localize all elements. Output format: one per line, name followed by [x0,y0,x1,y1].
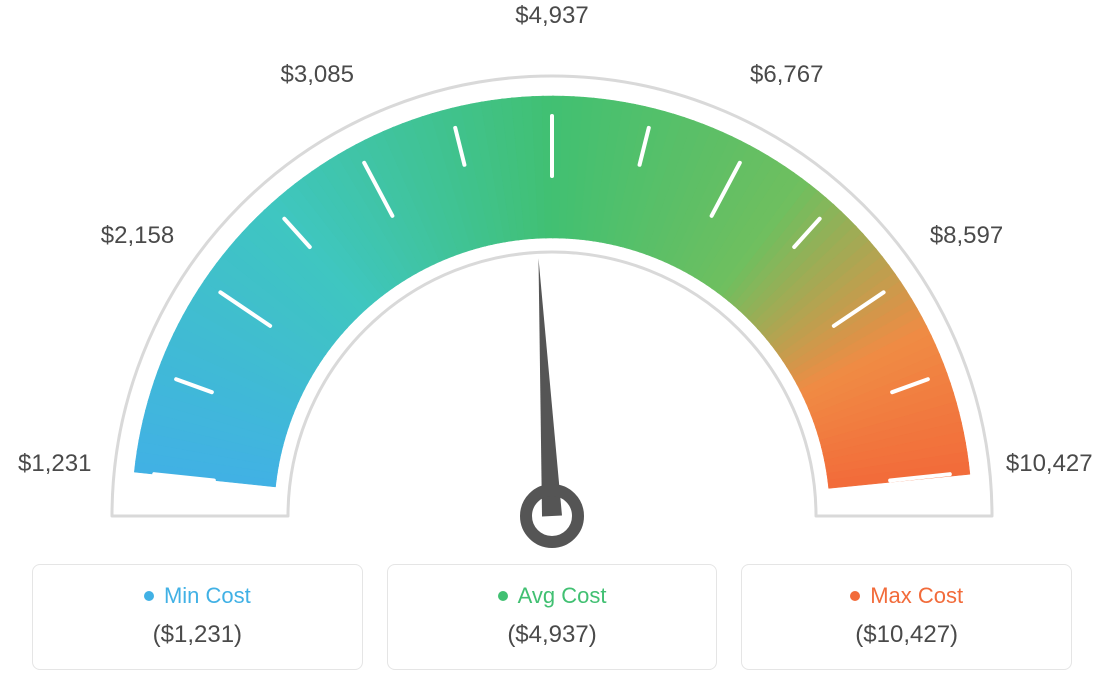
max-cost-title-row: Max Cost [850,583,963,609]
min-cost-title: Min Cost [164,583,251,609]
avg-cost-title: Avg Cost [518,583,607,609]
max-cost-dot [850,591,860,601]
max-cost-card: Max Cost ($10,427) [741,564,1072,670]
gauge-tick-label: $3,085 [281,61,354,89]
avg-cost-dot [498,591,508,601]
avg-cost-card: Avg Cost ($4,937) [387,564,718,670]
gauge-tick-label: $1,231 [18,450,91,478]
gauge-tick-label: $4,937 [515,2,588,30]
min-cost-title-row: Min Cost [144,583,251,609]
gauge-chart: $1,231 $2,158 $3,085 $4,937 $6,767 $8,597 $10,… [0,0,1104,555]
min-cost-value: ($1,231) [43,621,352,649]
gauge-svg [0,0,1104,555]
max-cost-value: ($10,427) [752,621,1061,649]
min-cost-dot [144,591,154,601]
gauge-tick-label: $2,158 [101,222,174,250]
gauge-tick-label: $6,767 [750,61,823,89]
avg-cost-value: ($4,937) [398,621,707,649]
max-cost-title: Max Cost [870,583,963,609]
gauge-tick-label: $10,427 [1006,450,1093,478]
gauge-tick-label: $8,597 [930,222,1003,250]
summary-cards: Min Cost ($1,231) Avg Cost ($4,937) Max … [0,564,1104,670]
avg-cost-title-row: Avg Cost [498,583,607,609]
chart-root: $1,231 $2,158 $3,085 $4,937 $6,767 $8,597 $10,… [0,0,1104,690]
min-cost-card: Min Cost ($1,231) [32,564,363,670]
